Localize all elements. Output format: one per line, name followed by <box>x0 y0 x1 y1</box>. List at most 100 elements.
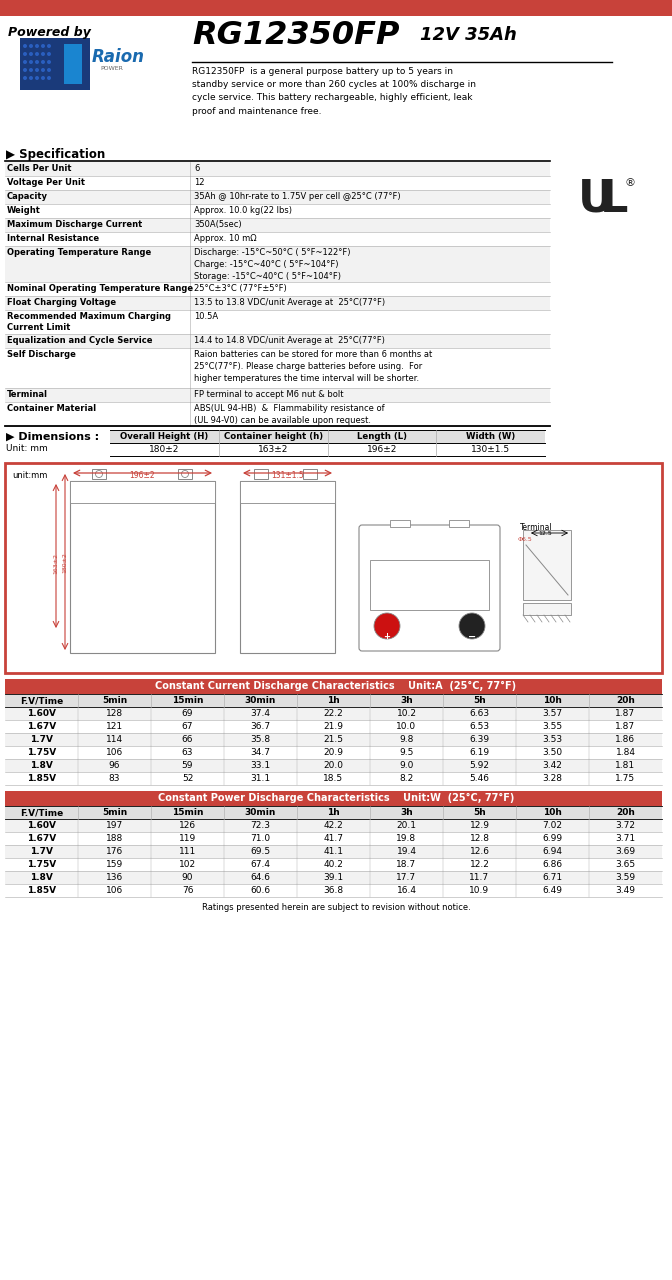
Bar <box>5 858 662 870</box>
Bar <box>5 246 550 282</box>
Bar <box>240 481 335 653</box>
Bar <box>110 430 545 443</box>
Circle shape <box>35 44 39 47</box>
Text: 106: 106 <box>106 886 123 895</box>
Text: 8.2: 8.2 <box>399 774 414 783</box>
Bar <box>70 481 215 653</box>
Text: 1.87: 1.87 <box>616 722 636 731</box>
Text: 6.99: 6.99 <box>542 835 562 844</box>
Text: 3.42: 3.42 <box>542 762 562 771</box>
Text: RG12350FP: RG12350FP <box>192 20 399 51</box>
Bar <box>5 175 550 189</box>
Text: 350A(5sec): 350A(5sec) <box>194 220 242 229</box>
Bar <box>303 468 317 479</box>
Bar <box>5 791 662 806</box>
Text: 180±2: 180±2 <box>149 445 179 454</box>
Text: 3.55: 3.55 <box>542 722 562 731</box>
Circle shape <box>29 68 33 72</box>
Circle shape <box>35 52 39 56</box>
Text: 9.8: 9.8 <box>399 735 414 744</box>
Text: 196±2: 196±2 <box>367 445 397 454</box>
Text: Terminal: Terminal <box>520 524 552 532</box>
Circle shape <box>41 52 45 56</box>
Text: 159: 159 <box>106 860 123 869</box>
Text: 31.1: 31.1 <box>251 774 271 783</box>
Text: 121: 121 <box>106 722 123 731</box>
Text: 1.85V: 1.85V <box>27 886 56 895</box>
Text: 1.67V: 1.67V <box>27 722 56 731</box>
Bar <box>54 44 82 84</box>
Text: F.V/Time: F.V/Time <box>20 808 63 817</box>
Text: 5.92: 5.92 <box>470 762 489 771</box>
Bar <box>449 520 469 527</box>
Text: 128: 128 <box>106 709 123 718</box>
Bar <box>92 468 106 479</box>
Bar <box>54 44 64 84</box>
Circle shape <box>29 60 33 64</box>
Text: 1.8V: 1.8V <box>30 873 53 882</box>
Circle shape <box>29 76 33 79</box>
Text: FP terminal to accept M6 nut & bolt: FP terminal to accept M6 nut & bolt <box>194 390 343 399</box>
Text: 19.8: 19.8 <box>396 835 417 844</box>
Text: U: U <box>578 178 614 221</box>
Bar <box>0 0 672 15</box>
Bar <box>370 561 489 611</box>
Text: Φ6.5: Φ6.5 <box>518 538 533 541</box>
Text: 30min: 30min <box>245 808 276 817</box>
Bar <box>5 296 550 310</box>
Text: 66: 66 <box>181 735 194 744</box>
Text: Terminal: Terminal <box>7 390 48 399</box>
Text: 11.7: 11.7 <box>470 873 490 882</box>
Text: Voltage Per Unit: Voltage Per Unit <box>7 178 85 187</box>
Text: 13.5 to 13.8 VDC/unit Average at  25°C(77°F): 13.5 to 13.8 VDC/unit Average at 25°C(77… <box>194 298 385 307</box>
Text: 12: 12 <box>194 178 204 187</box>
Text: 21.5: 21.5 <box>323 735 343 744</box>
Text: Overall Height (H): Overall Height (H) <box>120 431 208 442</box>
Bar <box>5 282 550 296</box>
Text: Float Charging Voltage: Float Charging Voltage <box>7 298 116 307</box>
Text: 20.0: 20.0 <box>323 762 343 771</box>
Circle shape <box>41 68 45 72</box>
Text: Approx. 10.0 kg(22 lbs): Approx. 10.0 kg(22 lbs) <box>194 206 292 215</box>
Bar <box>5 163 550 175</box>
Text: 36.8: 36.8 <box>323 886 343 895</box>
Bar <box>5 189 550 204</box>
Bar <box>5 204 550 218</box>
Text: 36.7: 36.7 <box>251 722 271 731</box>
Text: 1.67V: 1.67V <box>27 835 56 844</box>
Text: ▶ Specification: ▶ Specification <box>6 148 106 161</box>
Text: 83: 83 <box>109 774 120 783</box>
Text: 102: 102 <box>179 860 196 869</box>
Text: ABS(UL 94-HB)  &  Flammability resistance of
(UL 94-V0) can be available upon re: ABS(UL 94-HB) & Flammability resistance … <box>194 404 384 425</box>
Text: 188: 188 <box>106 835 123 844</box>
Text: Powered by: Powered by <box>8 26 91 38</box>
Text: 6.53: 6.53 <box>470 722 490 731</box>
Text: −: − <box>468 632 476 643</box>
Bar <box>70 481 215 503</box>
Text: 6.94: 6.94 <box>542 847 562 856</box>
Text: 12.2: 12.2 <box>470 860 489 869</box>
Text: 10h: 10h <box>543 696 562 705</box>
Bar <box>523 603 571 614</box>
Text: Ratings presented herein are subject to revision without notice.: Ratings presented herein are subject to … <box>202 902 470 911</box>
Bar <box>5 218 550 232</box>
Bar <box>254 468 268 479</box>
Text: 1.7V: 1.7V <box>30 735 53 744</box>
Text: 12.9: 12.9 <box>470 820 489 829</box>
Text: Internal Resistance: Internal Resistance <box>7 234 99 243</box>
Circle shape <box>29 52 33 56</box>
Text: 5min: 5min <box>102 696 127 705</box>
Text: 20.1: 20.1 <box>396 820 417 829</box>
Text: 20.9: 20.9 <box>323 748 343 756</box>
Text: 59: 59 <box>181 762 194 771</box>
Circle shape <box>35 68 39 72</box>
Bar <box>20 38 90 90</box>
Text: F.V/Time: F.V/Time <box>20 696 63 705</box>
Text: 41.7: 41.7 <box>323 835 343 844</box>
Circle shape <box>459 613 485 639</box>
Text: 6: 6 <box>194 164 200 173</box>
Text: ®: ® <box>624 178 635 188</box>
Text: Raion batteries can be stored for more than 6 months at
25°C(77°F). Please charg: Raion batteries can be stored for more t… <box>194 349 432 383</box>
Bar <box>178 468 192 479</box>
Text: Capacity: Capacity <box>7 192 48 201</box>
